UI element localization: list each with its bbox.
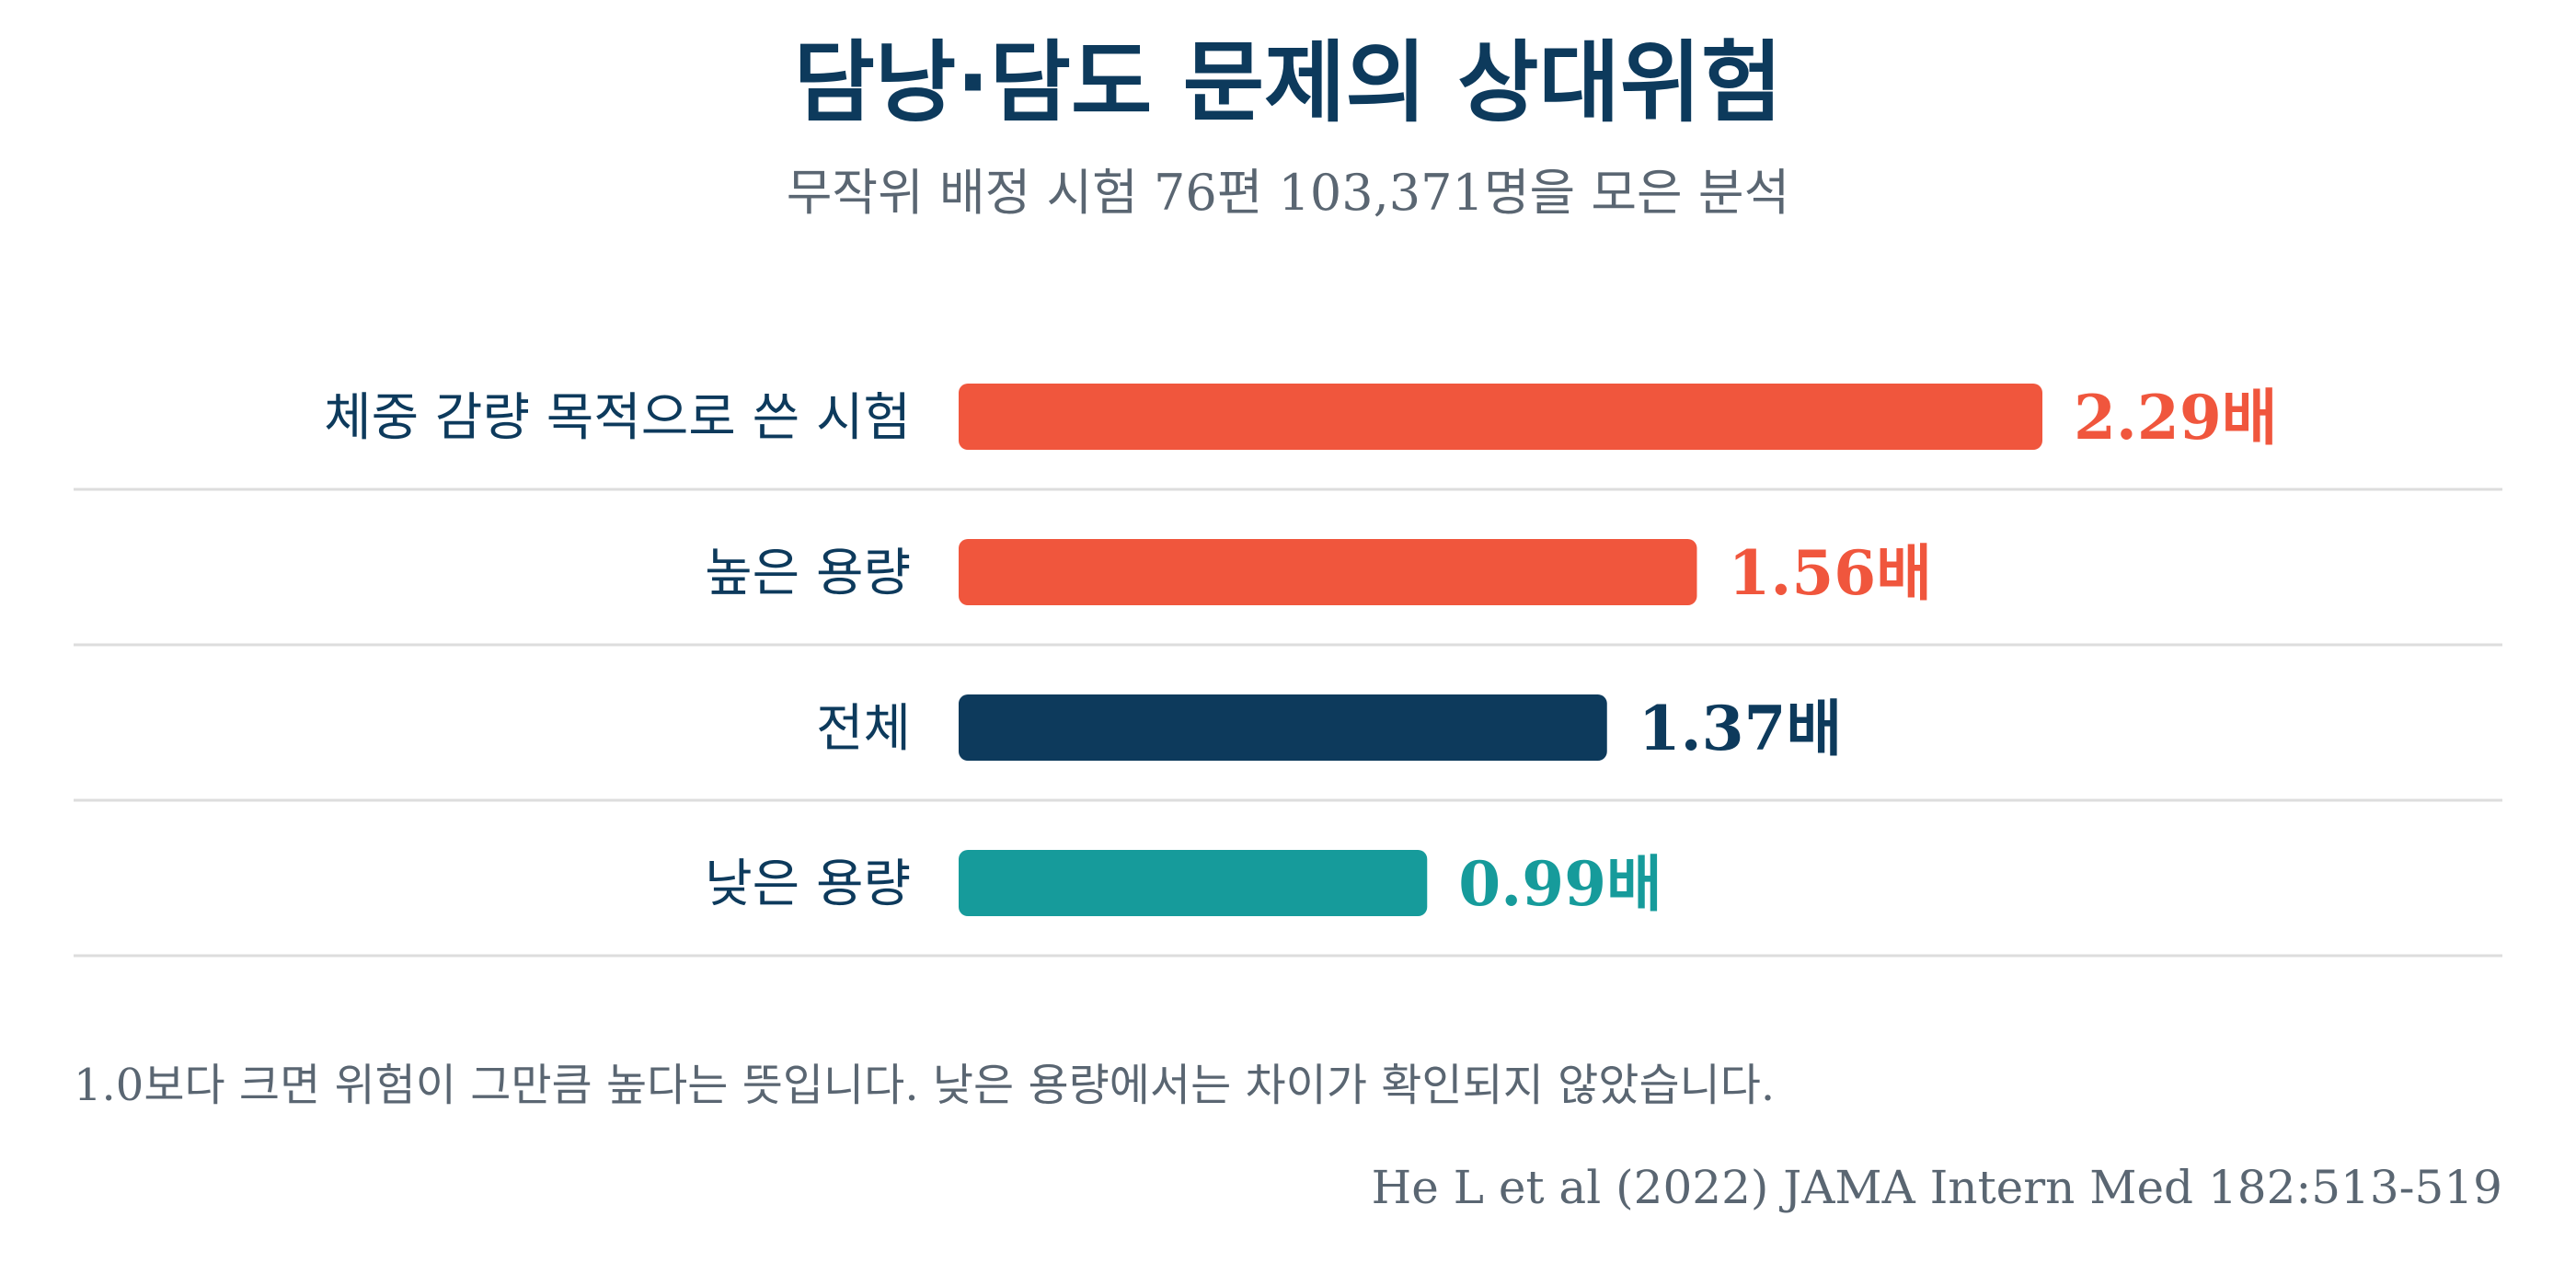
- chart-title: 담낭·담도 문제의 상대위험: [793, 31, 1783, 134]
- bar: [959, 694, 1607, 761]
- footnote: 1.0보다 크면 위험이 그만큼 높다는 뜻입니다. 낮은 용량에서는 차이가 …: [74, 1060, 1776, 1111]
- value-label: 1.37배: [1639, 693, 1842, 764]
- bar: [959, 850, 1428, 916]
- chart-subtitle: 무작위 배정 시험 76편 103,371명을 모은 분석: [786, 164, 1790, 222]
- category-label: 전체: [816, 699, 911, 759]
- category-label: 낮은 용량: [705, 855, 911, 914]
- value-label: 1.56배: [1728, 537, 1931, 609]
- category-label: 높은 용량: [705, 544, 911, 603]
- source-citation: He L et al (2022) JAMA Intern Med 182:51…: [1371, 1161, 2502, 1214]
- bar: [959, 384, 2042, 450]
- value-label: 2.29배: [2074, 382, 2277, 453]
- category-label: 체중 감량 목적으로 쓴 시험: [324, 388, 911, 448]
- bar: [959, 539, 1697, 605]
- value-label: 0.99배: [1458, 848, 1662, 920]
